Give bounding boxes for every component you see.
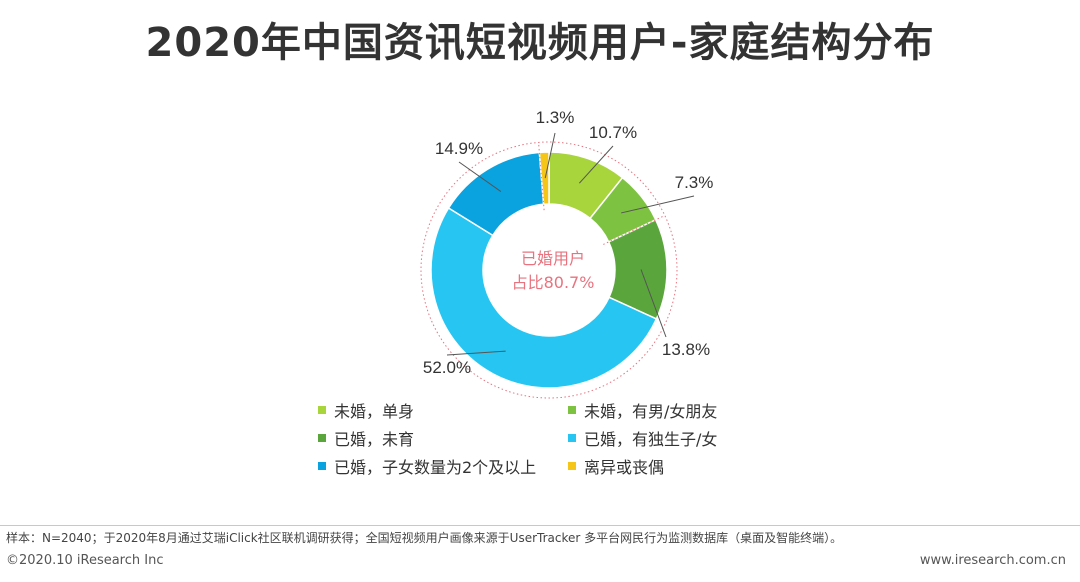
center-annotation-line1: 已婚用户 xyxy=(521,249,585,268)
legend-label: 离异或丧偶 xyxy=(584,458,665,477)
legend-item: 未婚，有男/女朋友 xyxy=(568,398,778,422)
legend-swatch xyxy=(318,434,326,442)
data-label: 10.7% xyxy=(589,123,637,142)
leader-line xyxy=(544,132,556,179)
leader-line xyxy=(621,195,695,214)
legend-item: 未婚，单身 xyxy=(318,398,568,422)
leader-line xyxy=(640,269,667,338)
legend-item: 离异或丧偶 xyxy=(568,454,778,478)
data-label: 7.3% xyxy=(675,173,714,192)
legend-item: 已婚，有独生子/女 xyxy=(568,426,778,450)
legend-label: 未婚，有男/女朋友 xyxy=(584,402,718,421)
married-share-boundary xyxy=(603,215,666,245)
data-label: 14.9% xyxy=(435,139,483,158)
center-annotation-line2: 占比80.7% xyxy=(512,273,595,292)
donut-slice xyxy=(430,206,658,389)
legend-label: 已婚，子女数量为2个及以上 xyxy=(334,458,537,477)
leader-line xyxy=(458,161,502,192)
legend-swatch xyxy=(568,462,576,470)
footer-divider xyxy=(0,525,1080,526)
legend-swatch xyxy=(568,406,576,414)
chart-title: 2020年中国资讯短视频用户-家庭结构分布 xyxy=(145,20,935,66)
legend-item: 已婚，未育 xyxy=(318,426,568,450)
legend-item: 已婚，子女数量为2个及以上 xyxy=(318,454,568,478)
married-share-ring xyxy=(420,141,678,399)
sample-note: 样本：N=2040；于2020年8月通过艾瑞iClick社区联机调研获得；全国短… xyxy=(6,531,843,545)
legend-swatch xyxy=(568,434,576,442)
chart-legend: 未婚，单身 未婚，有男/女朋友 已婚，未育 已婚，有独生子/女 已婚，子女数量为… xyxy=(318,398,778,478)
leader-line xyxy=(578,145,614,184)
data-label: 52.0% xyxy=(423,358,471,377)
legend-swatch xyxy=(318,462,326,470)
married-share-boundary xyxy=(538,142,545,211)
data-label: 1.3% xyxy=(536,108,575,127)
leader-line xyxy=(446,350,506,356)
legend-label: 已婚，有独生子/女 xyxy=(584,430,718,449)
data-label: 13.8% xyxy=(662,340,710,359)
website-link[interactable]: www.iresearch.com.cn xyxy=(919,553,1066,568)
legend-label: 已婚，未育 xyxy=(334,430,415,449)
donut-slice xyxy=(538,151,550,206)
copyright: ©2020.10 iResearch Inc xyxy=(6,553,164,568)
legend-swatch xyxy=(318,406,326,414)
legend-label: 未婚，单身 xyxy=(334,402,415,421)
